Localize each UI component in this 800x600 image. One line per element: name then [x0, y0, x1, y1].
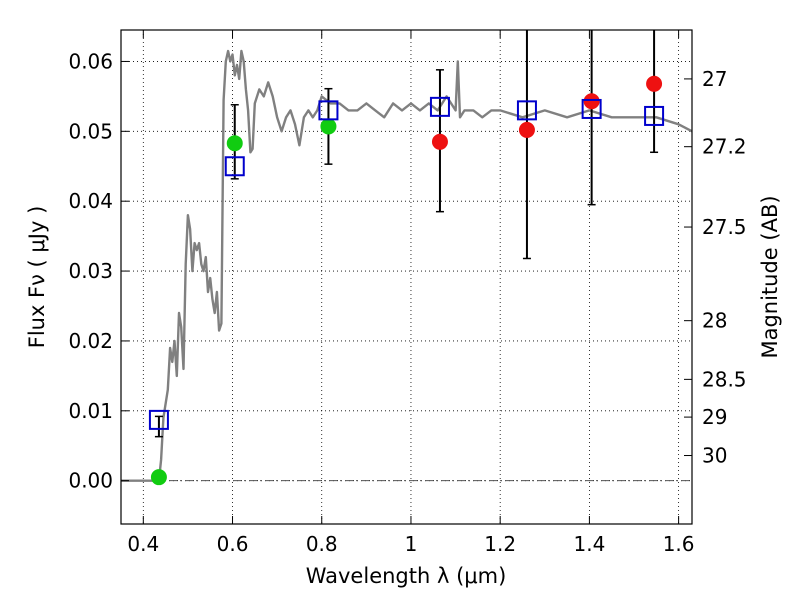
- y-tick-label: 0.05: [68, 119, 113, 143]
- y-tick-label: 0.02: [68, 329, 113, 353]
- mag-tick-label: 27.5: [702, 215, 747, 239]
- mag-tick-label: 29: [702, 405, 727, 429]
- y-tick-label: 0.03: [68, 259, 113, 283]
- y-tick-label: 0.01: [68, 399, 113, 423]
- model-flux-square: [224, 156, 245, 177]
- model-flux-square: [148, 409, 169, 430]
- ticks: [121, 30, 692, 524]
- red-data-point: [431, 133, 448, 150]
- green-data-point: [320, 118, 337, 135]
- red-data-point: [646, 75, 663, 92]
- model-spectrum-line: [121, 49, 693, 482]
- x-tick-label: 1.4: [573, 532, 605, 556]
- red-data-point: [583, 93, 600, 110]
- mag-tick-label: 28: [702, 309, 727, 333]
- x-tick-label: 0.6: [217, 532, 249, 556]
- mag-tick-label: 27.2: [702, 135, 747, 159]
- x-tick-label: 1: [405, 532, 418, 556]
- marker-group: [148, 75, 665, 486]
- x-tick-label: 1.6: [663, 532, 695, 556]
- model-flux-square: [644, 105, 665, 126]
- model-flux-square: [516, 100, 537, 121]
- x-axis-label: Wavelength λ (μm): [306, 564, 507, 588]
- model-spectrum-group: [121, 49, 693, 482]
- x-tick-label: 0.8: [306, 532, 338, 556]
- y-tick-label: 0.06: [68, 49, 113, 73]
- model-flux-square: [318, 100, 339, 121]
- red-data-point: [518, 121, 535, 138]
- y-tick-label: 0.00: [68, 469, 113, 493]
- model-flux-square: [581, 98, 602, 119]
- x-tick-label: 1.2: [484, 532, 516, 556]
- tick-labels: 0.4 0.6 0.8 1 1.2 1.4 1.6 0.00 0.01 0.02 0.03 0.04 0…: [68, 49, 746, 556]
- y-tick-label: 0.04: [68, 189, 113, 213]
- green-data-point: [150, 469, 167, 486]
- mag-tick-label: 30: [702, 444, 727, 468]
- x-tick-label: 0.4: [127, 532, 159, 556]
- green-data-point: [226, 135, 243, 152]
- model-flux-square: [429, 96, 450, 117]
- plot-frame: [120, 29, 693, 525]
- y2-axis-label: Magnitude (AB): [758, 195, 782, 358]
- y-axis-label: Flux Fν ( μJy ): [25, 206, 49, 349]
- mag-tick-label: 27: [702, 67, 727, 91]
- mag-tick-label: 28.5: [702, 367, 747, 391]
